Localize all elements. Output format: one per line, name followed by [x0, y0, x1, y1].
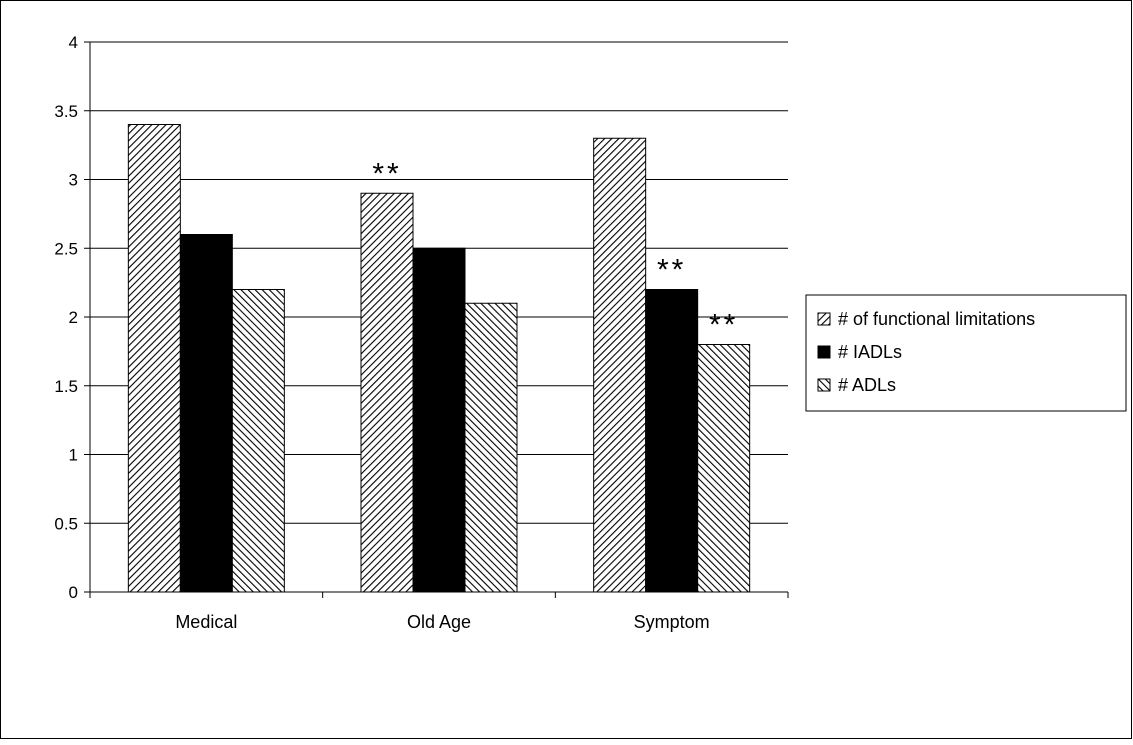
legend-box	[805, 294, 1127, 412]
bar	[593, 137, 647, 593]
annotations: ** ** **	[372, 157, 738, 342]
x-tick-label: Symptom	[634, 612, 710, 632]
legend-label: # ADLs	[838, 375, 896, 395]
y-tick-label: 0.5	[54, 514, 78, 533]
bar	[412, 247, 466, 593]
y-tick-label: 2.5	[54, 239, 78, 258]
y-tick-label: 1.5	[54, 377, 78, 396]
y-tick-label: 1	[69, 446, 78, 465]
y-tick-label: 2	[69, 308, 78, 327]
x-tick-label: Old Age	[407, 612, 471, 632]
bar	[127, 124, 181, 593]
y-tick-label: 3.5	[54, 102, 78, 121]
legend-label: # IADLs	[838, 342, 902, 362]
bar	[697, 344, 751, 593]
y-tick-label: 0	[69, 583, 78, 602]
legend-swatch	[817, 378, 831, 392]
significance-marker: **	[709, 309, 738, 342]
bar	[645, 289, 699, 593]
significance-marker: **	[372, 157, 401, 190]
legend: # of functional limitations # IADLs # ADLs	[805, 294, 1127, 412]
x-tick-label: Medical	[175, 612, 237, 632]
axes: 0 0.5 1 1.5 2 2.5 3 3.5 4 Medical Old Age Symptom	[54, 33, 789, 632]
legend-label: # of functional limitations	[838, 309, 1035, 329]
legend-swatch	[817, 312, 831, 326]
y-tick-label: 4	[69, 33, 78, 52]
y-tick-label: 3	[69, 171, 78, 190]
bar	[179, 234, 233, 593]
bar	[360, 192, 414, 593]
bars	[127, 124, 751, 593]
significance-marker: **	[657, 254, 686, 287]
bar	[231, 289, 285, 593]
legend-swatch	[817, 345, 831, 359]
bar	[464, 302, 518, 593]
